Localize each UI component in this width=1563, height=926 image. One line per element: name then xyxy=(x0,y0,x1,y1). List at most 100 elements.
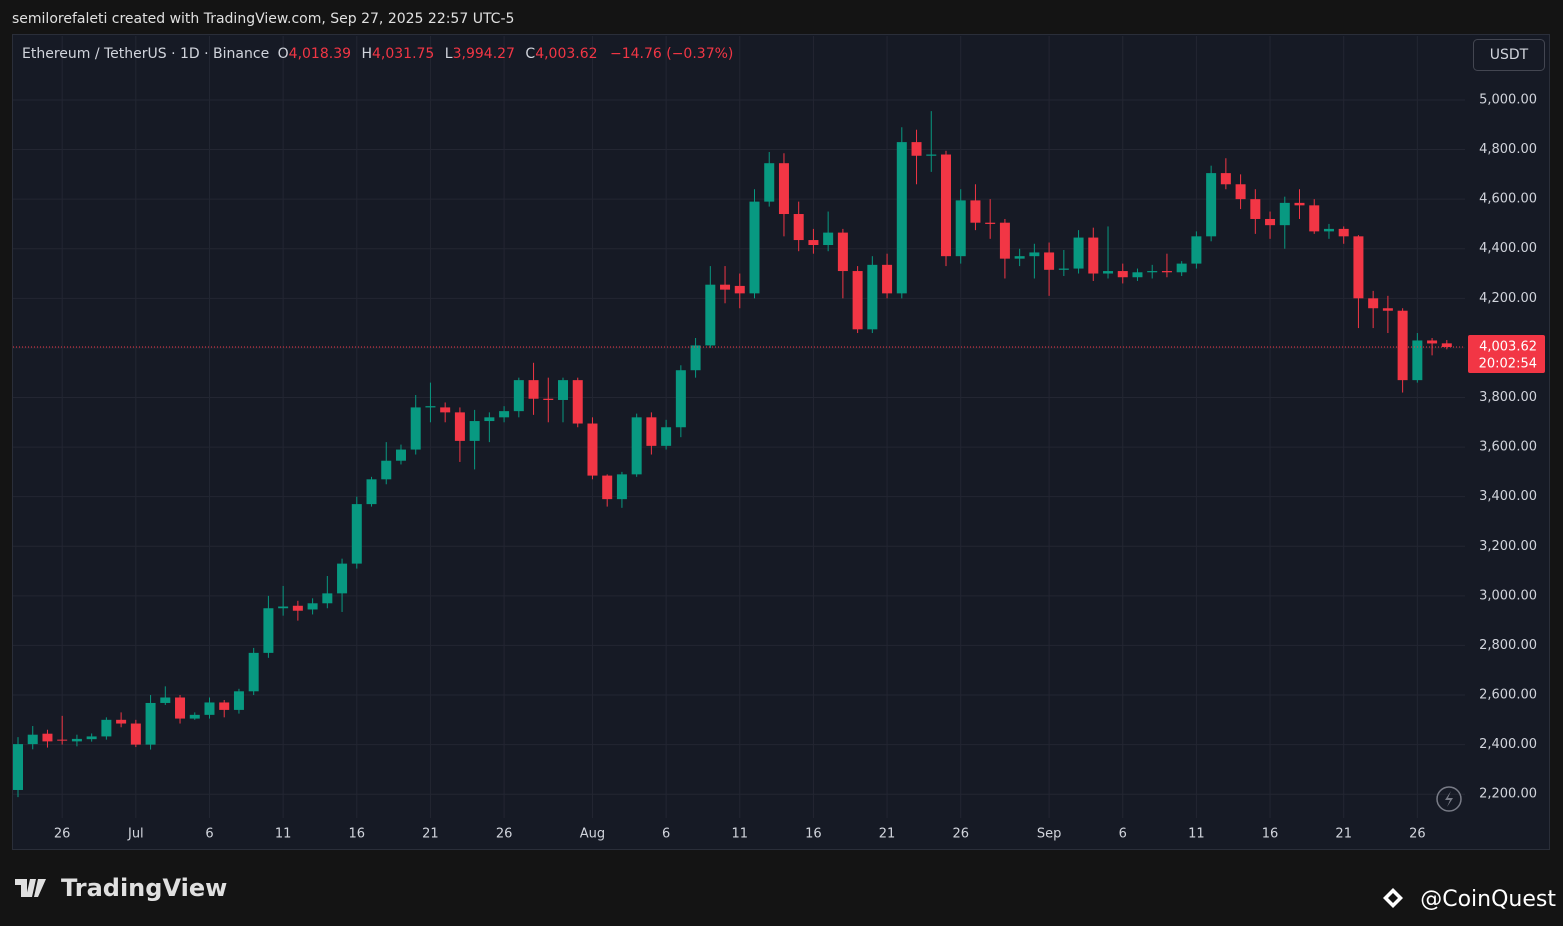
y-tick-label: 2,600.00 xyxy=(1479,688,1537,703)
candle-body xyxy=(513,380,524,412)
x-tick-label: Sep xyxy=(1037,827,1062,842)
candle-body xyxy=(749,201,760,294)
candle-body xyxy=(1427,340,1438,344)
candle-body xyxy=(1029,252,1040,257)
ohlc-legend: Ethereum / TetherUS · 1D · Binance O4,01… xyxy=(22,46,733,62)
x-tick-label: 6 xyxy=(662,827,670,842)
credit: semilorefaleti created with TradingView.… xyxy=(12,11,514,27)
o-value: 4,018.39 xyxy=(289,46,351,62)
candle-body xyxy=(160,697,171,703)
last-price-badge xyxy=(1468,335,1545,374)
candle-body xyxy=(970,200,981,223)
x-tick-label: 21 xyxy=(879,827,896,842)
candle-body xyxy=(1309,205,1320,232)
candle-body xyxy=(248,652,259,692)
candle-body xyxy=(602,475,613,500)
watermark: @CoinQuest xyxy=(1420,887,1556,912)
candle-body xyxy=(1088,237,1099,274)
candle-body xyxy=(1220,173,1231,185)
x-tick-label: 16 xyxy=(1262,827,1279,842)
last-price-label: 4,003.62 xyxy=(1479,340,1537,355)
candle-body xyxy=(1397,310,1408,381)
countdown: 20:02:54 xyxy=(1479,357,1537,372)
candle-body xyxy=(1058,268,1069,270)
candle-body xyxy=(175,697,186,719)
brand: TradingView xyxy=(61,874,227,902)
candle-body xyxy=(189,714,200,719)
candle-body xyxy=(1323,228,1334,232)
candle-body xyxy=(1073,237,1084,269)
x-tick-label: 16 xyxy=(349,827,366,842)
candle-body xyxy=(13,744,23,790)
candle-body xyxy=(1147,271,1158,273)
candle-body xyxy=(130,723,141,745)
h-value: 4,031.75 xyxy=(372,46,434,62)
change: −14.76 (−0.37%) xyxy=(610,46,733,62)
x-tick-label: Aug xyxy=(580,827,605,842)
candle-body xyxy=(116,719,127,724)
y-tick-label: 3,400.00 xyxy=(1479,489,1537,504)
candle-body xyxy=(366,479,377,505)
logo-mark xyxy=(15,879,46,897)
candle-body xyxy=(720,284,731,290)
y-tick-label: 2,400.00 xyxy=(1479,737,1537,752)
x-tick-label: 6 xyxy=(205,827,213,842)
candle-body xyxy=(57,739,68,741)
candle-body xyxy=(71,738,82,742)
x-tick-label: Jul xyxy=(127,827,144,842)
candle-body xyxy=(764,163,775,202)
candle-body xyxy=(1412,340,1423,381)
candle-body xyxy=(204,702,215,715)
candle-body xyxy=(985,222,996,224)
candle-body xyxy=(381,460,392,480)
candle-body xyxy=(322,593,333,604)
candle-body xyxy=(101,719,112,737)
candle-body xyxy=(911,142,922,156)
currency-button[interactable] xyxy=(1473,39,1545,71)
y-tick-label: 2,200.00 xyxy=(1479,787,1537,802)
candle-body xyxy=(410,407,421,450)
candle-body xyxy=(484,417,495,422)
x-tick-label: 6 xyxy=(1119,827,1127,842)
y-tick-label: 3,000.00 xyxy=(1479,588,1537,603)
candle-body xyxy=(1206,173,1217,237)
candle-body xyxy=(1279,202,1290,226)
c-label: C xyxy=(525,46,535,62)
candle-body xyxy=(233,691,244,710)
x-tick-label: 11 xyxy=(731,827,748,842)
x-tick-label: 11 xyxy=(275,827,292,842)
candle-body xyxy=(1044,252,1055,270)
candle-body xyxy=(528,380,539,399)
lightning-icon[interactable] xyxy=(1436,786,1462,812)
x-tick-label: 21 xyxy=(422,827,439,842)
currency[interactable]: USDT xyxy=(1490,47,1529,63)
candle-body xyxy=(675,370,686,428)
candle-body xyxy=(1441,343,1452,348)
candle-body xyxy=(1353,236,1364,299)
x-tick-label: 21 xyxy=(1335,827,1352,842)
c-value: 4,003.62 xyxy=(535,46,597,62)
symbol: Ethereum / TetherUS · 1D · Binance xyxy=(22,46,269,62)
candle-body xyxy=(955,200,966,257)
candle-body xyxy=(940,154,951,257)
candle-body xyxy=(837,232,848,272)
candle-body xyxy=(1235,184,1246,200)
candle-body xyxy=(646,417,657,446)
y-tick-label: 4,400.00 xyxy=(1479,241,1537,256)
candle-body xyxy=(263,608,274,653)
o-label: O xyxy=(278,46,289,62)
candle-body xyxy=(1382,308,1393,311)
candle-body xyxy=(1014,256,1025,259)
candle-body xyxy=(395,449,406,461)
x-tick-label: 11 xyxy=(1188,827,1205,842)
candle-body xyxy=(543,398,554,400)
candle-body xyxy=(793,214,804,241)
candle-body xyxy=(145,702,156,745)
candle-body xyxy=(867,264,878,330)
x-tick-label: 26 xyxy=(952,827,969,842)
candle-body xyxy=(499,411,510,418)
candle-body xyxy=(558,380,569,400)
candle-body xyxy=(734,285,745,294)
candle-body xyxy=(42,733,53,742)
